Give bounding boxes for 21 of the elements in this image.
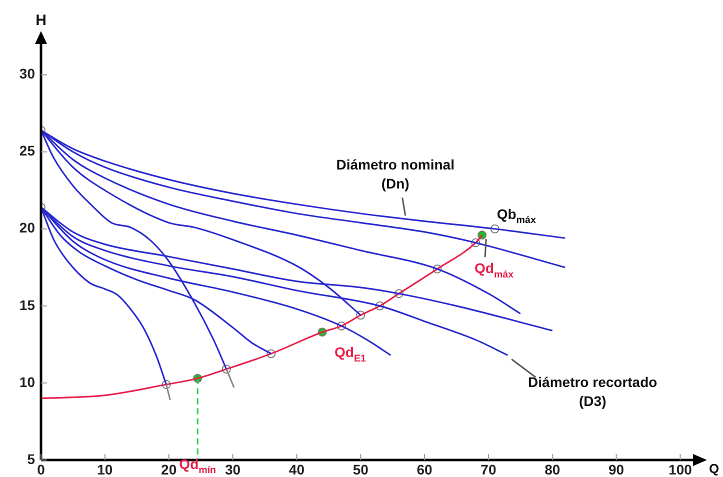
y-tick-label: 20 <box>19 220 36 236</box>
y-tick-label: 10 <box>19 374 36 390</box>
y-tick-label: 25 <box>19 142 36 159</box>
annotation: Diámetro recortado (D3) <box>528 374 658 410</box>
y-tick-label: 15 <box>19 296 36 313</box>
x-tick-label: 0 <box>37 461 46 477</box>
x-tick-label: 80 <box>544 461 560 477</box>
x-tick-label: 100 <box>668 461 692 477</box>
x-tick-label: 10 <box>97 461 113 477</box>
x-axis-title: Q <box>709 461 720 476</box>
x-tick-label: 60 <box>416 461 433 477</box>
x-tick-label: 20 <box>161 461 177 477</box>
x-tick-label: 30 <box>224 461 241 477</box>
y-tick-label: 5 <box>27 450 36 467</box>
x-tick-label: 70 <box>480 461 496 477</box>
x-tick-label: 50 <box>352 461 369 477</box>
y-tick-label: 30 <box>19 66 36 82</box>
x-tick-label: 90 <box>608 461 624 477</box>
y-axis-title: H <box>36 12 46 29</box>
annotation: Diámetro nominal (Dn) <box>336 156 454 192</box>
x-tick-label: 40 <box>288 461 305 477</box>
